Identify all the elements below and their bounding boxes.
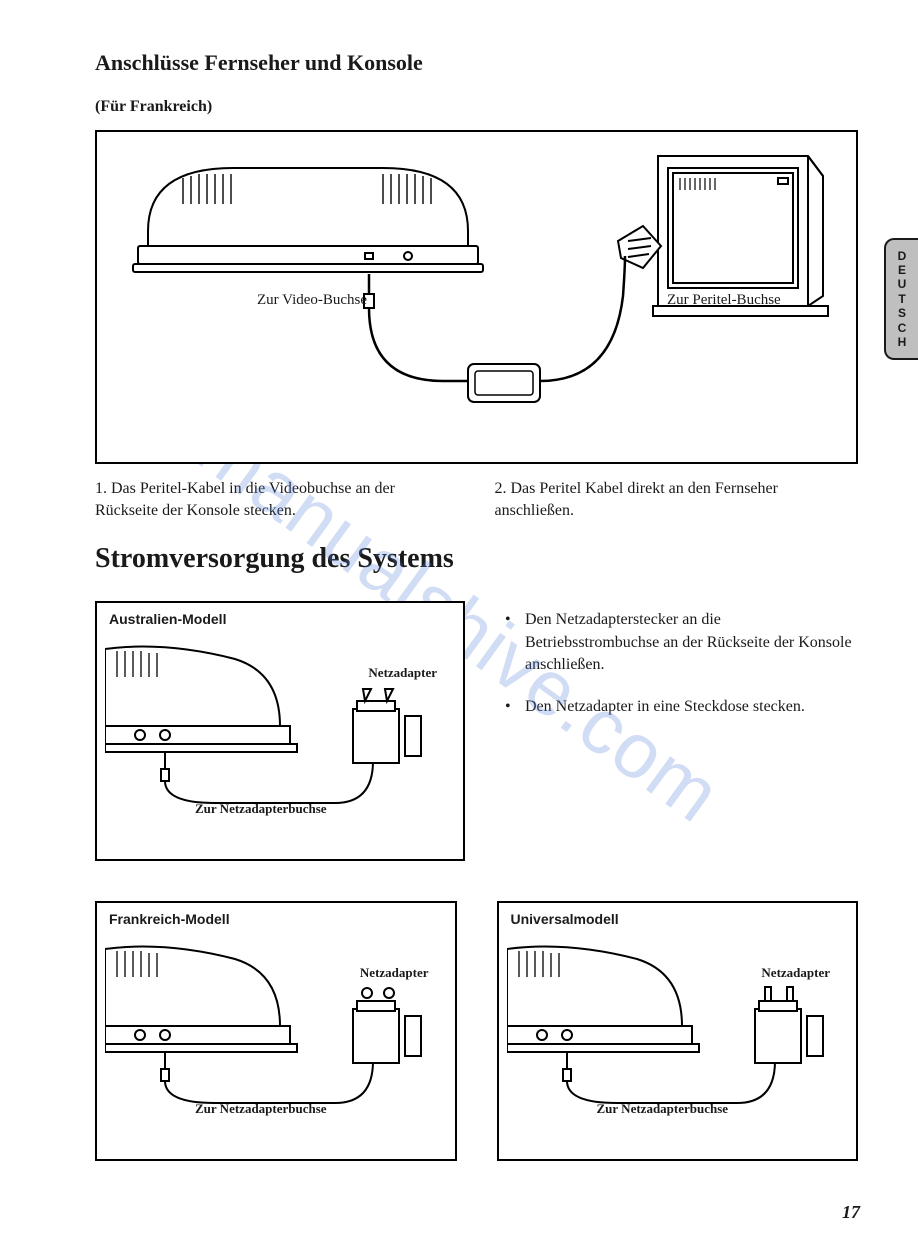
label-adapter-b: Netzadapter bbox=[360, 965, 429, 981]
figure-france-model: Frankreich-Modell bbox=[95, 901, 457, 1161]
section-title-power: Stromversorgung des Systems bbox=[95, 543, 858, 575]
label-adapter-c: Netzadapter bbox=[761, 965, 830, 981]
step-2-text: 2. Das Peritel Kabel direkt an den Ferns… bbox=[495, 478, 859, 521]
figure-universal-model: Universalmodell bbox=[497, 901, 859, 1161]
caption-australia: Australien-Modell bbox=[109, 611, 455, 627]
label-jack-a: Zur Netzadapterbuchse bbox=[195, 801, 327, 817]
label-adapter-a: Netzadapter bbox=[368, 665, 437, 681]
caption-france: Frankreich-Modell bbox=[109, 911, 447, 927]
figure-connections: Zur Video-Buchse Zur Peritel-Buchse bbox=[95, 130, 858, 464]
bullet-1: Den Netzadapterstecker an die Betriebsst… bbox=[525, 609, 858, 676]
power-instructions: •Den Netzadapterstecker an die Betriebss… bbox=[505, 601, 858, 739]
subtitle-france: (Für Frankreich) bbox=[95, 98, 858, 116]
bullet-2: Den Netzadapter in eine Steckdose stecke… bbox=[525, 696, 805, 718]
page-number: 17 bbox=[842, 1202, 860, 1223]
label-video-jack: Zur Video-Buchse bbox=[257, 292, 367, 309]
caption-universal: Universalmodell bbox=[511, 911, 849, 927]
language-tab: DEUTSCH bbox=[884, 238, 918, 360]
diagram-connections bbox=[113, 146, 833, 436]
label-jack-c: Zur Netzadapterbuchse bbox=[597, 1101, 729, 1117]
label-peritel-jack: Zur Peritel-Buchse bbox=[667, 292, 781, 309]
step-1-text: 1. Das Peritel-Kabel in die Videobuchse … bbox=[95, 478, 459, 521]
figure-australia-model: Australien-Modell bbox=[95, 601, 465, 861]
label-jack-b: Zur Netzadapterbuchse bbox=[195, 1101, 327, 1117]
section-title-connections: Anschlüsse Fernseher und Konsole bbox=[95, 50, 858, 76]
